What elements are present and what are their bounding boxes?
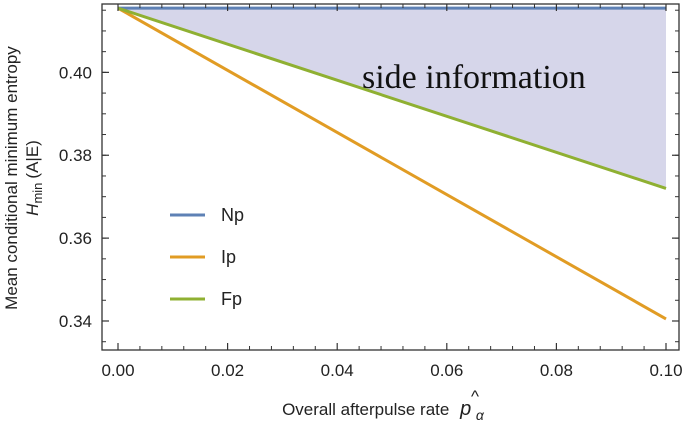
legend-label-ip: Ip [221,247,236,267]
x-axis-title-subscript: α [476,407,485,423]
x-axis-title-symbol: p [459,398,471,420]
y-axis-title-line2: Hmin (A|E) [23,140,45,216]
y-axis-title: Mean conditional minimum entropy Hmin (A|… [2,46,45,310]
x-axis-title-text: Overall afterpulse rate [282,400,449,419]
legend-label-fp: Fp [221,289,242,309]
shaded-region [118,8,666,189]
y-axis: 0.34 0.36 0.38 0.40 [59,9,679,343]
side-information-annotation: side information [362,59,586,96]
series-line-ip [117,6,667,321]
x-tick-label: 0.10 [649,361,682,380]
x-tick-label: 0.06 [430,361,463,380]
y-axis-title-symbol: H [23,203,42,216]
x-axis-title-hat: ^ [471,387,479,406]
y-axis-title-line1: Mean conditional minimum entropy [2,46,21,310]
y-tick-label: 0.34 [59,312,92,331]
x-tick-label: 0.00 [101,361,134,380]
x-axis: 0.00 0.02 0.04 0.06 0.08 0.10 [101,4,683,380]
x-axis-title: Overall afterpulse rate p α [282,398,485,423]
y-tick-label: 0.38 [59,146,92,165]
plot-frame [101,3,680,351]
series-line-fp [117,6,667,190]
legend-label-np: Np [221,205,244,225]
series-layer [117,6,667,321]
y-axis-title-subscript: min [30,183,45,204]
x-tick-label: 0.02 [211,361,244,380]
y-tick-label: 0.36 [59,229,92,248]
x-tick-label: 0.08 [540,361,573,380]
shaded-region-layer [118,8,666,189]
legend: Np Ip Fp [170,205,244,309]
y-tick-label: 0.40 [59,63,92,82]
y-axis-title-suffix: (A|E) [23,140,42,178]
x-tick-label: 0.04 [321,361,354,380]
